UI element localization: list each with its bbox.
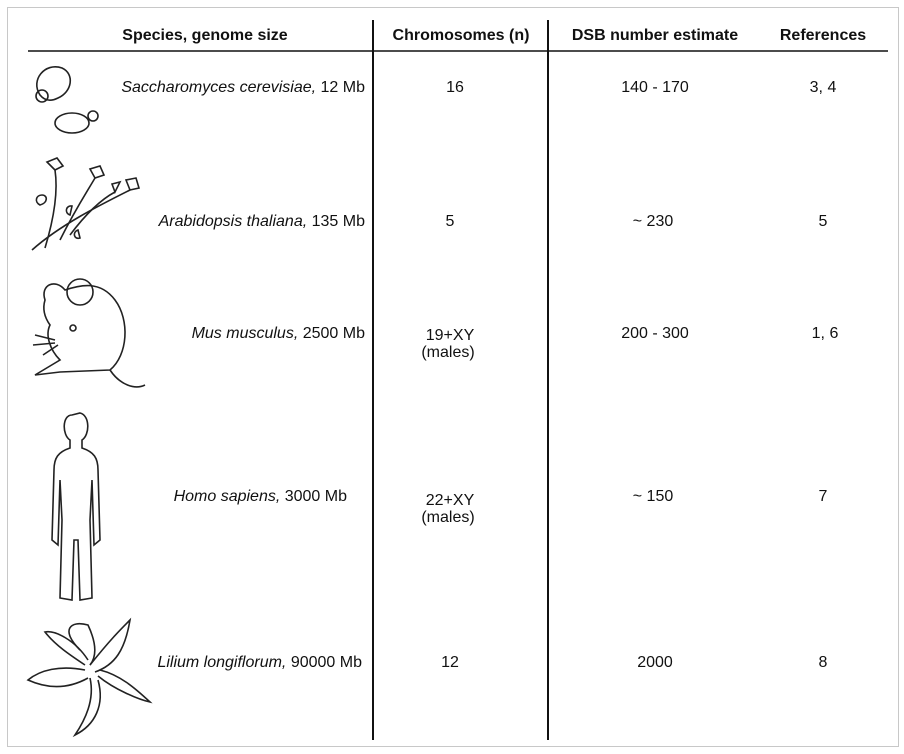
yeast-icon bbox=[36, 67, 98, 133]
species-cell: Homo sapiens, 3000 Mb bbox=[174, 488, 347, 506]
species-name: Lilium longiflorum, bbox=[157, 654, 286, 671]
species-cell: Lilium longiflorum, 90000 Mb bbox=[157, 654, 362, 672]
human-icon bbox=[52, 413, 100, 600]
chromosomes: 12 bbox=[441, 654, 459, 672]
genome-size: 3000 Mb bbox=[285, 488, 347, 505]
genome-size: 135 Mb bbox=[312, 213, 365, 230]
species-name: Arabidopsis thaliana, bbox=[159, 213, 308, 230]
page: Species, genome size Chromosomes (n) DSB… bbox=[0, 0, 904, 754]
references: 8 bbox=[819, 654, 828, 672]
chromosomes-note: (males) bbox=[421, 509, 474, 527]
lily-icon bbox=[28, 620, 150, 735]
species-name: Saccharomyces cerevisiae, bbox=[121, 79, 316, 96]
dsb-estimate: 200 - 300 bbox=[621, 325, 689, 343]
chromosomes: 19+XY bbox=[426, 327, 474, 345]
species-name: Homo sapiens, bbox=[174, 488, 281, 505]
species-cell: Saccharomyces cerevisiae, 12 Mb bbox=[121, 79, 365, 97]
genome-size: 90000 Mb bbox=[291, 654, 362, 671]
dsb-estimate: 140 - 170 bbox=[621, 79, 689, 97]
references: 7 bbox=[819, 488, 828, 506]
references: 5 bbox=[819, 213, 828, 231]
dsb-estimate: ~ 230 bbox=[633, 213, 673, 231]
species-cell: Mus musculus, 2500 Mb bbox=[192, 325, 365, 343]
mouse-icon bbox=[33, 279, 145, 387]
references: 1, 6 bbox=[812, 325, 839, 343]
references: 3, 4 bbox=[810, 79, 837, 97]
chromosomes: 16 bbox=[446, 79, 464, 97]
dsb-estimate: 2000 bbox=[637, 654, 673, 672]
genome-size: 12 Mb bbox=[321, 79, 365, 96]
genome-size: 2500 Mb bbox=[303, 325, 365, 342]
chromosomes-note: (males) bbox=[421, 344, 474, 362]
plant-icon bbox=[32, 158, 139, 250]
species-name: Mus musculus, bbox=[192, 325, 299, 342]
species-icons bbox=[0, 0, 904, 754]
species-cell: Arabidopsis thaliana, 135 Mb bbox=[159, 213, 365, 231]
chromosomes: 5 bbox=[446, 213, 455, 231]
dsb-estimate: ~ 150 bbox=[633, 488, 673, 506]
chromosomes: 22+XY bbox=[426, 492, 474, 510]
